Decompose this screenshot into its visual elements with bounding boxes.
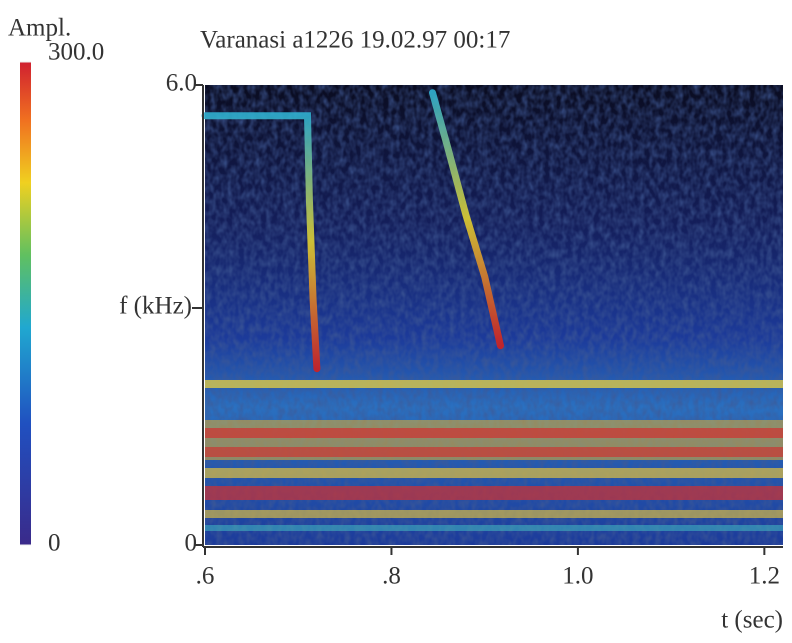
colorbar-label: Ampl. bbox=[8, 15, 71, 42]
y-axis-label: f (kHz) bbox=[119, 293, 192, 320]
chart: Varanasi a1226 19.02.97 00:17 t (sec) f … bbox=[0, 0, 792, 643]
chart-title: Varanasi a1226 19.02.97 00:17 bbox=[200, 27, 510, 54]
colorbar bbox=[20, 62, 31, 545]
colorbar-tick-label: 0 bbox=[48, 530, 61, 557]
colorbar-tick-label: 300.0 bbox=[48, 39, 104, 66]
y-tick-label: 6.0 bbox=[166, 70, 197, 97]
y-tick-label: 0 bbox=[185, 530, 198, 557]
x-tick-label: .8 bbox=[382, 563, 401, 590]
x-axis-label: t (sec) bbox=[721, 607, 783, 634]
x-tick-label: 1.0 bbox=[562, 563, 593, 590]
x-tick-label: .6 bbox=[196, 563, 215, 590]
x-tick-label: 1.2 bbox=[749, 563, 780, 590]
